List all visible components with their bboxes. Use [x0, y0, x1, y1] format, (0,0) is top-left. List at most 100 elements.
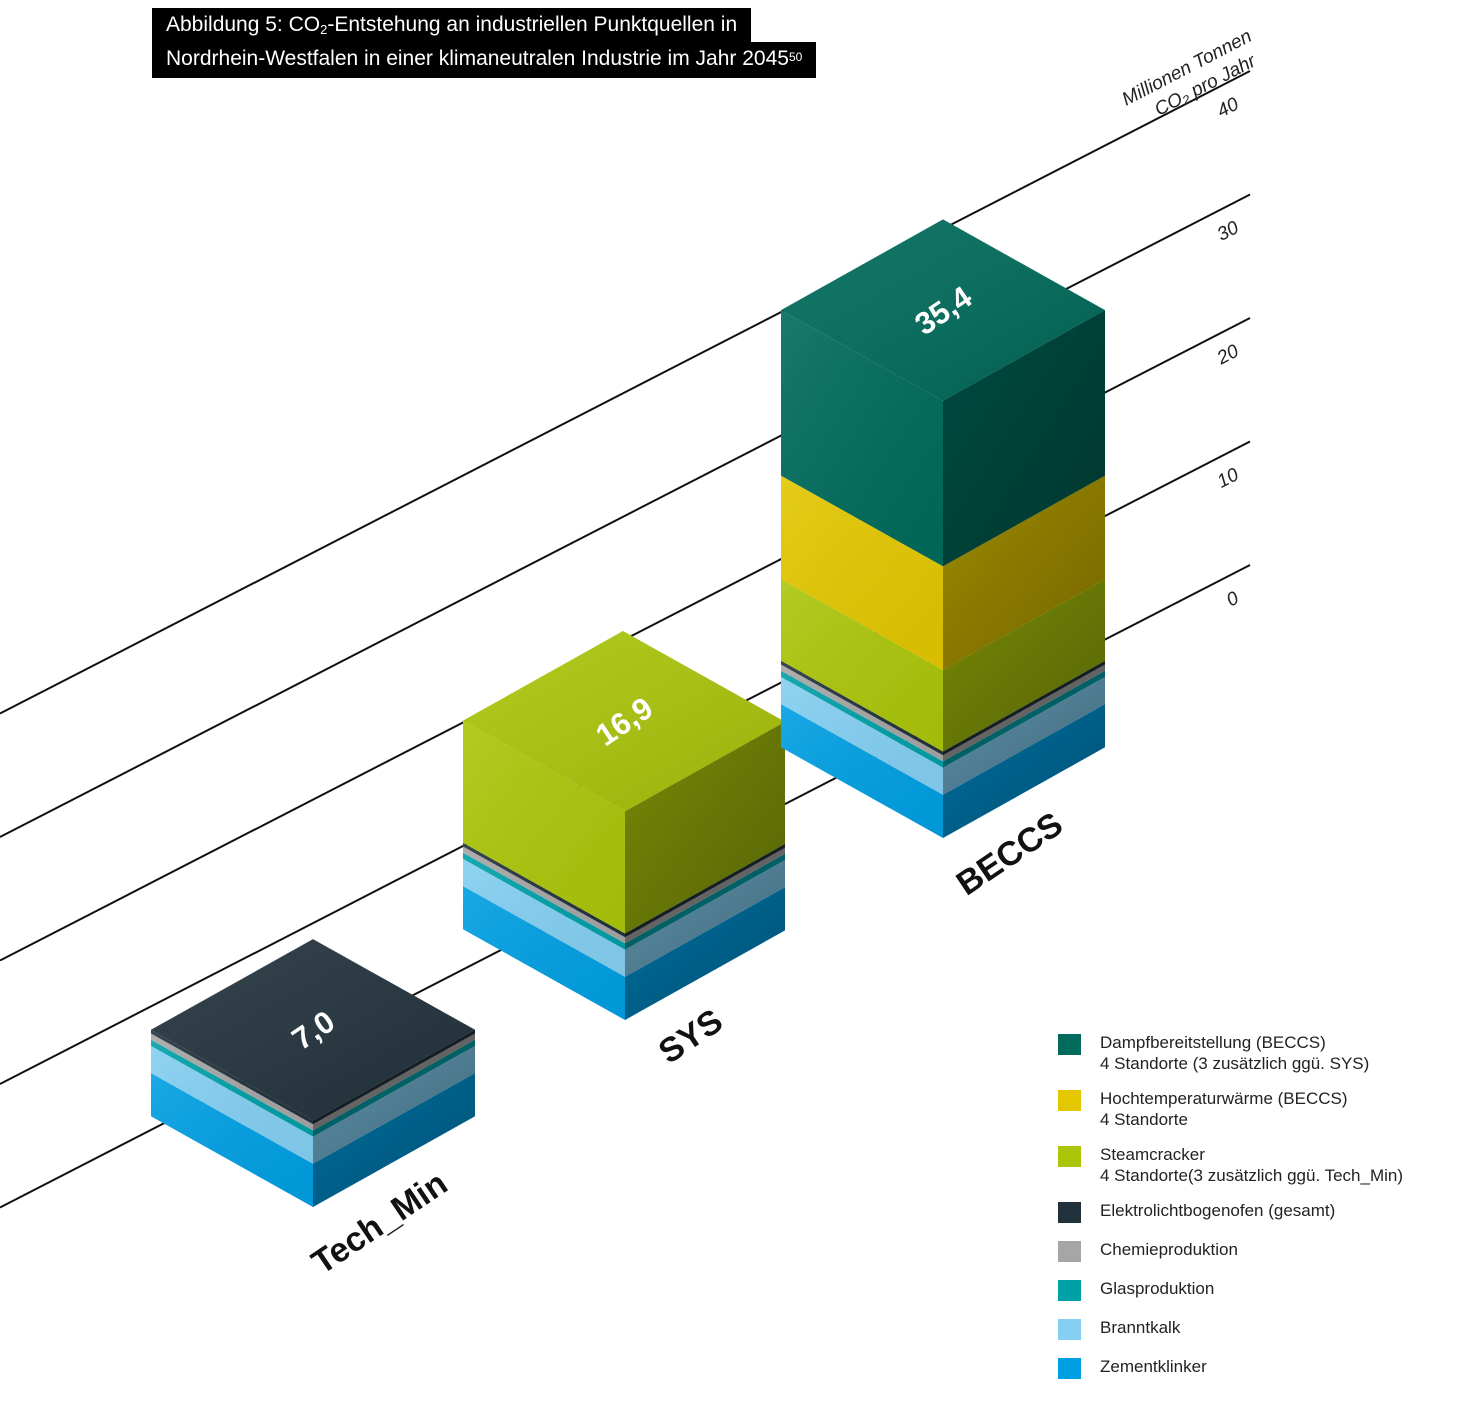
bar-face-left-shade — [463, 852, 625, 950]
title-text: Abbildung 5: CO — [166, 13, 321, 36]
bar-face-left-shade — [463, 858, 625, 977]
bar-segment-SYS-Steamcracker — [463, 720, 785, 934]
bar-segment-Tech_Min-Glasproduktion — [151, 1039, 475, 1137]
bar-segment-BECCS-Dampfbereitstellung (BECCS) — [781, 310, 1105, 567]
bar-face-right-shade — [625, 843, 785, 938]
bar-face-left-shade — [151, 1045, 313, 1164]
legend-swatch — [1058, 1034, 1081, 1055]
legend-label: Chemieproduktion — [1100, 1240, 1238, 1259]
bar-face-right-shade — [625, 847, 785, 944]
bar-face-left-shade — [781, 670, 943, 768]
title-subscript: 2 — [320, 22, 328, 37]
legend-sublabel: 4 Standorte — [1100, 1110, 1188, 1129]
legend-item: Branntkalk — [1058, 1317, 1458, 1340]
bar-segment-SYS-Branntkalk — [463, 858, 785, 977]
y-axis-label: Millionen Tonnen CO₂ pro Jahr — [1119, 26, 1260, 121]
legend-swatch — [1058, 1358, 1081, 1379]
bar-face-right-shade — [943, 676, 1105, 795]
bar-segment-BECCS-Zementklinker — [781, 704, 1105, 838]
bar-face-right-shade — [313, 1073, 475, 1207]
legend-swatch — [1058, 1319, 1081, 1340]
legend-item: Elektrolichtbogenofen (gesamt) — [1058, 1200, 1458, 1223]
legend-item: Zementklinker — [1058, 1356, 1458, 1379]
legend-label: Zementklinker — [1100, 1357, 1207, 1376]
title-text: Nordrhein-Westfalen in einer klimaneutra… — [166, 47, 789, 70]
bar-face-left-shade — [151, 1033, 313, 1131]
y-tick-label-40: 40 — [1214, 94, 1243, 123]
bar-segment-Tech_Min-Elektrolichtbogenofen (gesamt) — [151, 1029, 475, 1125]
legend-label: Steamcracker — [1100, 1145, 1205, 1164]
bar-face-left-shade — [781, 704, 943, 838]
legend-swatch — [1058, 1146, 1081, 1167]
bar-face-left-shade — [151, 1029, 313, 1125]
bar-face-left-shade — [463, 846, 625, 944]
bar-face-right-shade — [943, 310, 1105, 567]
bar-segment-Tech_Min-Zementklinker — [151, 1073, 475, 1207]
bar-face-right-shade — [943, 660, 1105, 756]
bar-face-right-shade — [313, 1029, 475, 1125]
y-tick-label-30: 30 — [1214, 217, 1243, 246]
legend-sublabel: 4 Standorte (3 zusätzlich ggü. SYS) — [1100, 1054, 1370, 1073]
legend-item: Glasproduktion — [1058, 1278, 1458, 1301]
bar-top-face-shade — [463, 631, 785, 812]
legend-swatch — [1058, 1202, 1081, 1223]
bar-segment-Tech_Min-Branntkalk — [151, 1045, 475, 1164]
legend-label: Branntkalk — [1100, 1318, 1181, 1337]
bar-face-right-shade — [943, 475, 1105, 670]
bar-face-left-shade — [781, 310, 943, 567]
bar-face-right-shade — [943, 670, 1105, 768]
legend-swatch — [1058, 1241, 1081, 1262]
chart-title-line-1: Abbildung 5: CO2-Entstehung an industrie… — [152, 8, 752, 44]
legend: Dampfbereitstellung (BECCS) 4 Standorte (… — [1058, 1032, 1458, 1395]
bar-segment-Tech_Min-Chemieproduktion — [151, 1033, 475, 1131]
bar-top-face-shade — [151, 939, 475, 1121]
x-tick-label-SYS: SYS — [652, 1002, 730, 1072]
legend-item: Dampfbereitstellung (BECCS) 4 Standorte (… — [1058, 1032, 1458, 1074]
bar-face-right-shade — [625, 853, 785, 950]
y-tick-label-10: 10 — [1214, 464, 1243, 493]
bar-face-right-shade — [313, 1039, 475, 1137]
bar-face-right-shade — [625, 887, 785, 1020]
bar-segment-SYS-Chemieproduktion — [463, 846, 785, 944]
bar-segment-SYS-Glasproduktion — [463, 852, 785, 950]
legend-item: Chemieproduktion — [1058, 1239, 1458, 1262]
bar-face-left-shade — [781, 475, 943, 670]
bar-face-right-shade — [943, 704, 1105, 838]
bar-face-left-shade — [463, 886, 625, 1020]
bar-face-right-shade — [625, 860, 785, 977]
bar-face-left-shade — [151, 1039, 313, 1137]
bar-top-face-shade — [781, 219, 1105, 401]
bar-segment-BECCS-Chemieproduktion — [781, 664, 1105, 762]
legend-item: Steamcracker 4 Standorte(3 zusätzlich ggü… — [1058, 1144, 1458, 1186]
bar-face-left-shade — [781, 664, 943, 762]
bar-face-left-shade — [781, 676, 943, 795]
chart-title-line-2: Nordrhein-Westfalen in einer klimaneutra… — [152, 42, 817, 78]
bar-segment-BECCS-Steamcracker — [781, 579, 1105, 752]
bar-face-right-shade — [313, 1033, 475, 1131]
y-tick-label-0: 0 — [1223, 588, 1242, 612]
title-text: -Entstehung an industriellen Punktquelle… — [327, 13, 738, 36]
legend-swatch — [1058, 1280, 1081, 1301]
bar-face-right-shade — [313, 1045, 475, 1164]
legend-label: Hochtemperaturwärme (BECCS) — [1100, 1089, 1348, 1108]
bar-face-left-shade — [463, 842, 625, 938]
bar-segment-BECCS-Elektrolichtbogenofen (gesamt) — [781, 660, 1105, 756]
gridline-40 — [0, 70, 1251, 715]
bar-face-left-shade — [463, 720, 625, 934]
bar-face-left-shade — [781, 579, 943, 752]
legend-label: Dampfbereitstellung (BECCS) — [1100, 1033, 1326, 1052]
legend-label: Glasproduktion — [1100, 1279, 1215, 1298]
legend-swatch — [1058, 1090, 1081, 1111]
title-footnote: 50 — [788, 50, 803, 64]
bar-face-right-shade — [943, 579, 1105, 752]
bar-segment-SYS-Elektrolichtbogenofen (gesamt) — [463, 842, 785, 938]
legend-sublabel: 4 Standorte(3 zusätzlich ggü. Tech_Min) — [1100, 1166, 1404, 1185]
legend-item: Hochtemperaturwärme (BECCS) 4 Standorte — [1058, 1088, 1458, 1130]
bar-face-right-shade — [943, 664, 1105, 762]
y-axis-ticks: 0 10 20 30 40 — [1213, 94, 1243, 612]
